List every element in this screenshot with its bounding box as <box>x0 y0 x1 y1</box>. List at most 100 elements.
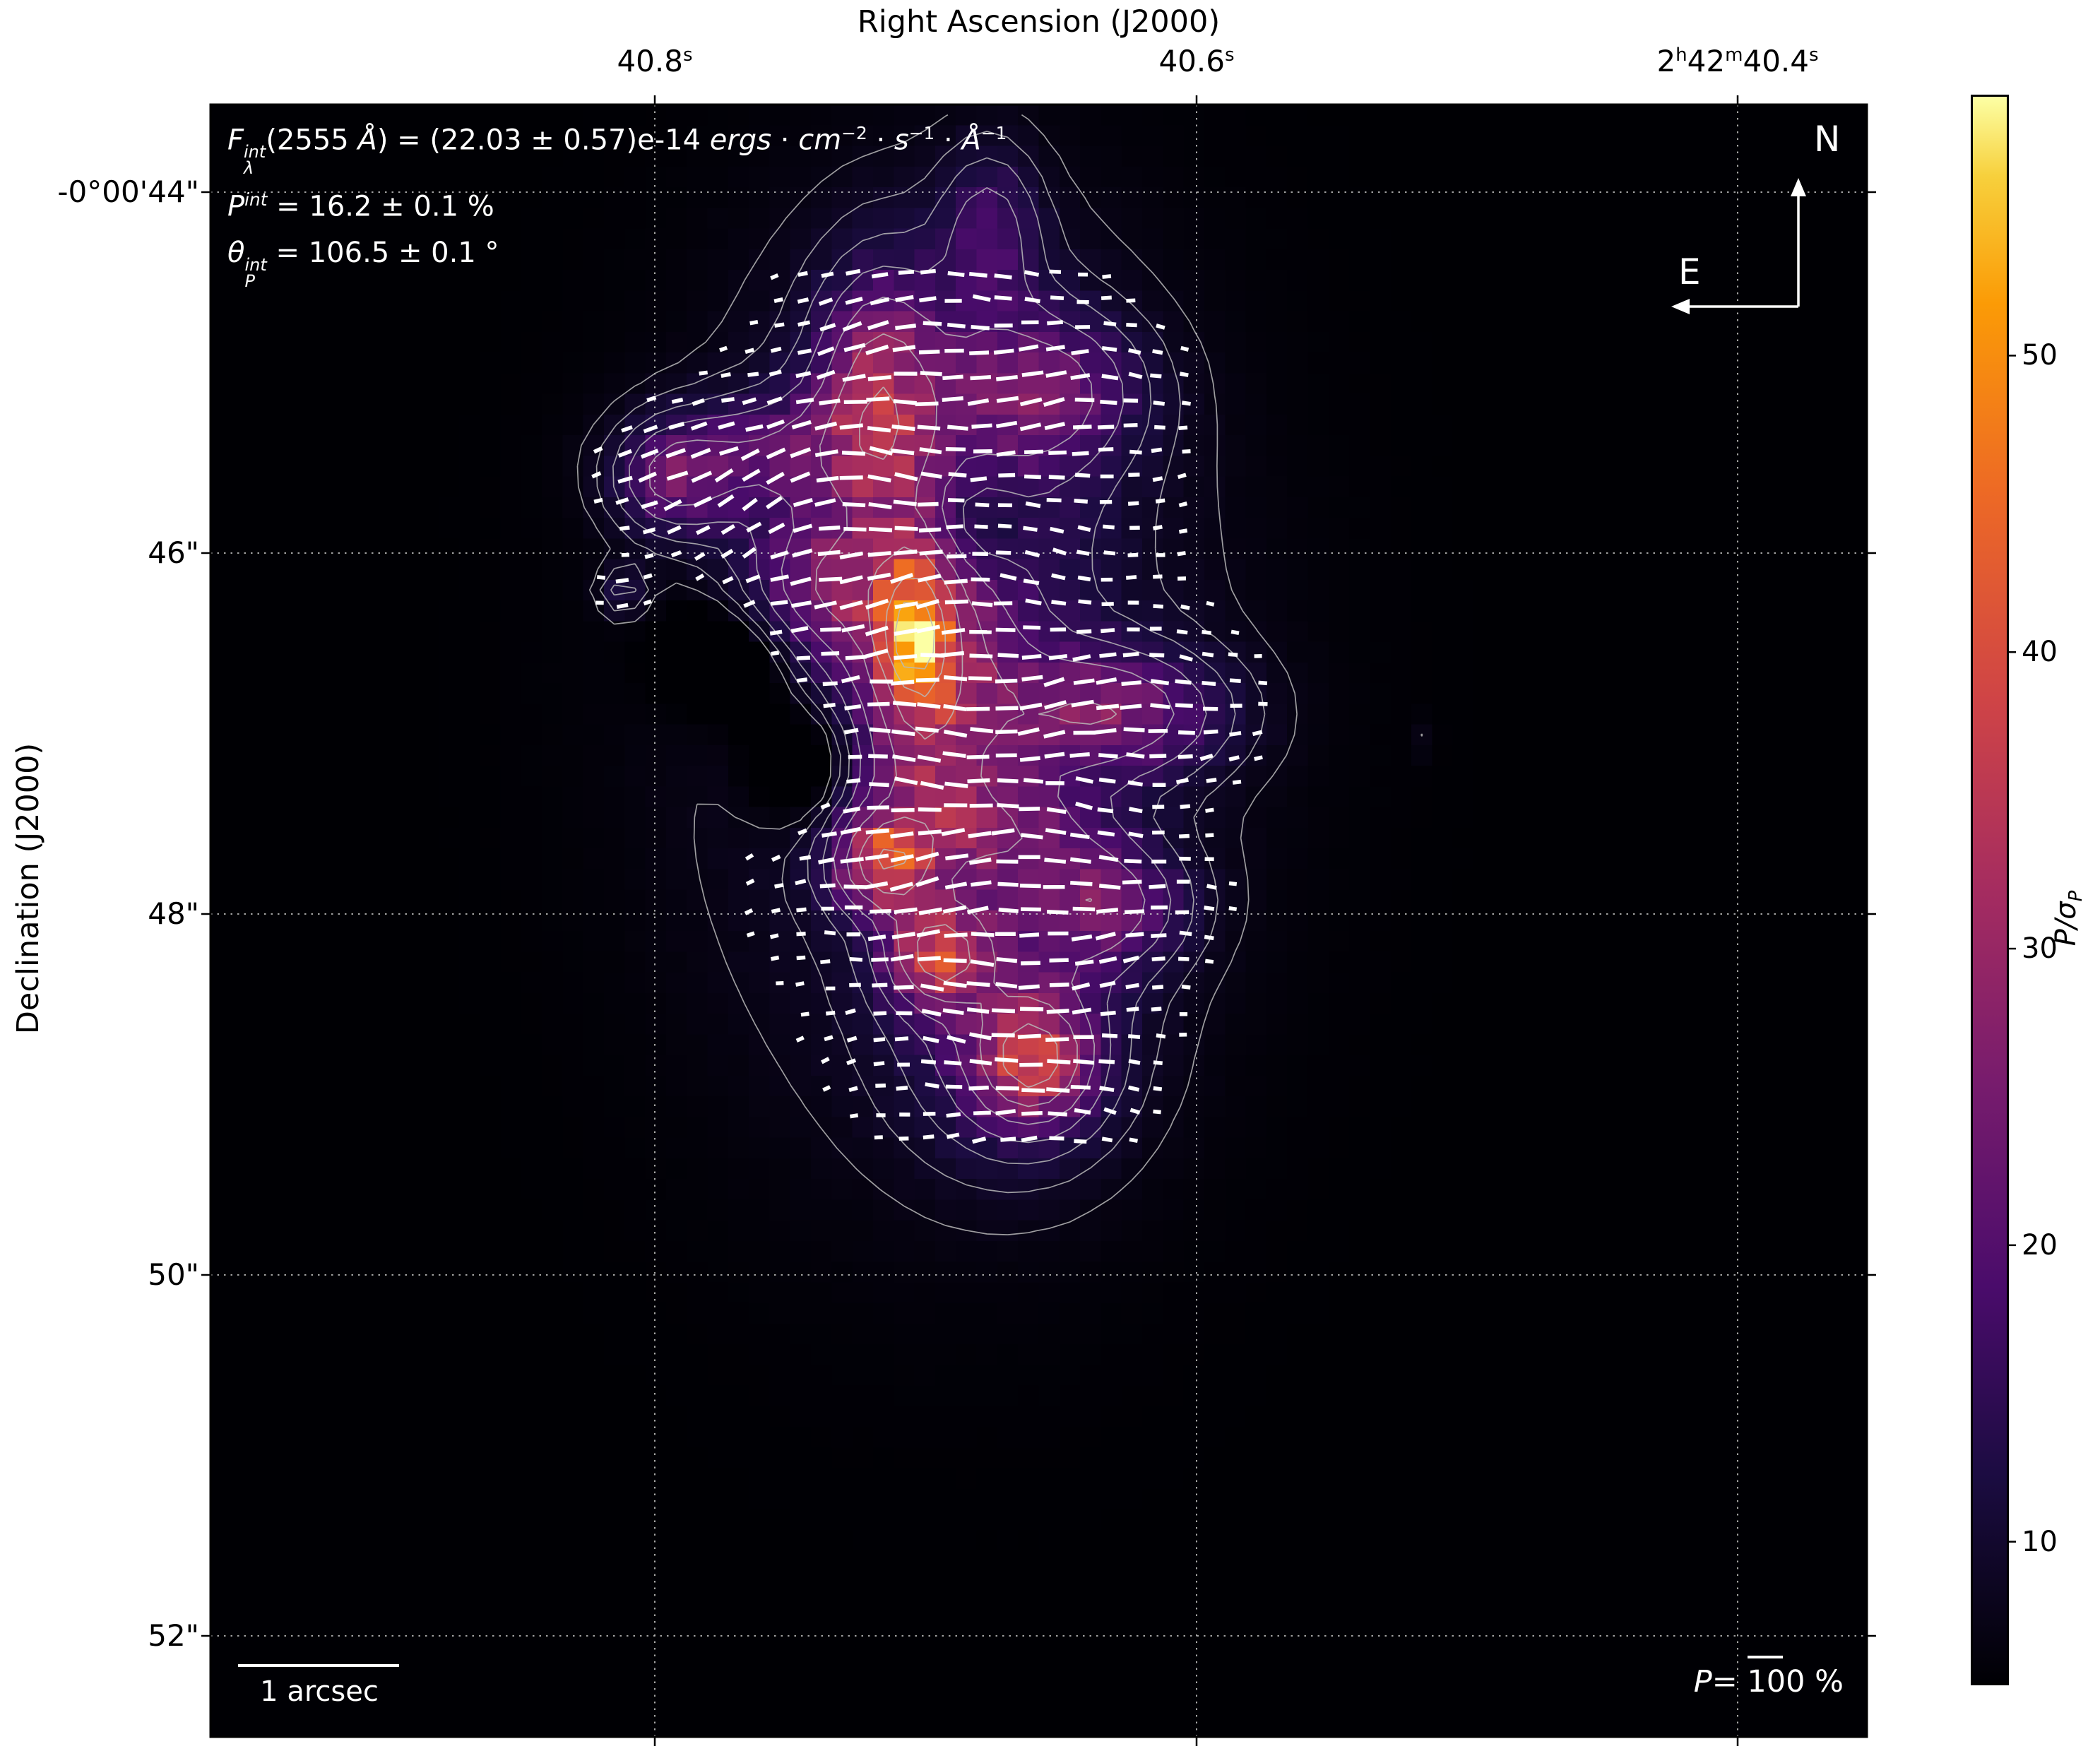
polarization-vector <box>890 854 914 863</box>
polarization-vector <box>1043 397 1065 407</box>
polarization-vector <box>814 421 838 431</box>
contour-level <box>815 333 1117 1108</box>
colorbar <box>1971 95 2009 1685</box>
polarization-vector <box>1178 833 1190 839</box>
polarization-vector <box>894 549 918 556</box>
polarization-vector <box>615 578 629 584</box>
polarization-vector <box>797 271 808 277</box>
polarization-vector <box>873 1037 886 1043</box>
polarization-vector <box>997 882 1019 887</box>
polarization-vector <box>1102 274 1112 279</box>
x-tick-label: 2h42m40.4s <box>1656 44 1819 78</box>
polarization-vector <box>918 527 942 533</box>
polarization-vector <box>946 1132 960 1139</box>
polarization-vector <box>1071 699 1094 708</box>
polarization-vector <box>895 324 917 331</box>
polarization-vector <box>923 1035 939 1043</box>
contour-level <box>576 114 1423 1235</box>
polarization-vector <box>865 344 889 355</box>
polarization-vector <box>1077 575 1091 582</box>
colorbar-tick-label: 40 <box>2022 636 2058 669</box>
polarization-vector <box>849 1113 859 1119</box>
polarization-vector <box>1021 654 1042 660</box>
polarization-vector <box>1153 400 1165 406</box>
polarization-vector <box>968 831 992 838</box>
compass <box>1671 178 1806 314</box>
polarization-vector <box>891 808 915 813</box>
polarization-vector <box>968 676 992 681</box>
polarization-vector <box>1126 752 1145 759</box>
polarization-vector <box>1150 679 1170 686</box>
polarization-vector <box>1096 677 1117 685</box>
polarization-vector <box>817 550 841 557</box>
polarization-vector <box>1049 958 1069 963</box>
polarization-vector <box>617 449 632 458</box>
polarization-vector <box>1177 551 1186 557</box>
polarization-vector <box>969 350 990 355</box>
polarization-vector <box>1125 575 1137 580</box>
polarization-vector <box>839 575 863 585</box>
polarization-vector <box>1049 269 1062 274</box>
polarization-vector <box>995 420 1018 429</box>
polarization-heatmap <box>210 105 1867 1737</box>
polarization-vector <box>740 449 760 461</box>
polarization-vector <box>638 471 658 483</box>
polarization-vector <box>919 550 943 556</box>
polarization-vector <box>1024 297 1040 304</box>
polarization-vector <box>944 882 968 890</box>
polarization-vector <box>865 828 889 835</box>
polarization-annotation: Pint = 16.2 ± 0.1 % <box>227 189 494 223</box>
polarization-vector <box>943 958 967 963</box>
colorbar-tick-label: 50 <box>2022 339 2058 372</box>
polarization-vector <box>968 1032 992 1040</box>
polarization-vector <box>1177 956 1190 961</box>
polarization-vector <box>792 548 813 558</box>
polarization-vector <box>1205 807 1214 813</box>
polarization-vector <box>842 374 866 382</box>
polarization-vector <box>619 526 630 531</box>
contour-level <box>610 157 1236 1165</box>
polarization-vector <box>1047 1059 1071 1064</box>
polarization-vector <box>1229 678 1241 683</box>
polarization-vector <box>797 297 809 304</box>
polarization-vector <box>1098 956 1117 964</box>
polarization-vector <box>1156 324 1165 330</box>
polarization-vector <box>1127 348 1141 355</box>
polarization-vector <box>942 396 963 402</box>
polarization-vector <box>894 654 918 660</box>
polarization-vector <box>1127 501 1139 506</box>
polarization-vector <box>1230 629 1240 636</box>
polarization-vector <box>1180 804 1191 809</box>
plot-frame <box>209 103 1868 1738</box>
polarization-vector <box>970 375 992 381</box>
polarization-vector <box>845 654 867 660</box>
polarization-vector <box>1069 752 1090 758</box>
angle-annotation: θ int P = 106.5 ± 0.1 ° <box>227 237 499 292</box>
polarization-vector <box>1125 983 1139 990</box>
polarization-vector <box>1078 599 1092 605</box>
polarization-vector <box>793 498 813 507</box>
polarization-vector <box>1075 776 1093 784</box>
polarization-vector <box>814 449 838 458</box>
polarization-vector <box>915 876 939 887</box>
polarization-vector <box>941 828 966 836</box>
polarization-vector <box>966 1007 990 1014</box>
polarization-vector <box>1044 422 1066 430</box>
polarization-vector <box>889 882 913 892</box>
y-tick-label: 46" <box>148 535 199 570</box>
polarization-vector <box>766 496 783 509</box>
polarization-vector <box>1100 1010 1116 1016</box>
polarization-vector <box>644 553 654 559</box>
polarization-vector <box>1019 1062 1043 1067</box>
polarization-vector <box>596 575 606 580</box>
polarization-vector <box>1179 930 1192 937</box>
polarization-vector <box>820 802 831 810</box>
polarization-vector <box>1049 1136 1064 1141</box>
polarization-vector <box>1101 1033 1118 1038</box>
polarization-vector <box>972 1136 987 1144</box>
polarization-vector <box>816 475 839 483</box>
polarization-vector <box>993 348 1014 355</box>
polarization-vector <box>920 371 942 376</box>
polarization-vector <box>691 470 713 483</box>
polarization-vector <box>1018 984 1040 990</box>
